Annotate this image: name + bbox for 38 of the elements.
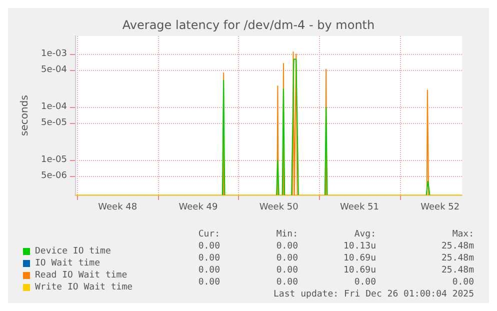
x-tick-label: Week 50 (259, 202, 299, 212)
text: Last update: Fri Dec 26 01:00:04 2025 (274, 290, 474, 300)
x-tick-label: Week 49 (178, 202, 218, 212)
y-tick-label: 1e-05 (41, 155, 67, 166)
text: 0.00 (198, 278, 220, 288)
text: 0.00 (276, 254, 298, 264)
text: 10.13u (343, 242, 376, 252)
text: 25.48m (441, 254, 474, 264)
y-tick-label: 1e-03 (41, 49, 67, 60)
legend-label: Write IO Wait time (35, 282, 133, 292)
y-tick-label: 1e-04 (41, 102, 68, 112)
y-tick-label: 5e-05 (41, 118, 67, 128)
y-tick-label: 5e-06 (41, 171, 68, 182)
text: 0.00 (276, 266, 298, 276)
legend-label: Read IO Wait time (35, 270, 128, 280)
text: 0.00 (198, 242, 220, 252)
text: 0.00 (452, 278, 474, 288)
chart-title: Average latency for /dev/dm-4 - by month (122, 18, 375, 32)
y-axis-title: seconds (20, 95, 30, 136)
text: Max: (452, 230, 474, 240)
text: Avg: (354, 230, 376, 240)
text: 0.00 (198, 266, 220, 276)
text: 0.00 (198, 254, 220, 264)
text: Cur: (198, 230, 220, 240)
text: 0.00 (276, 242, 298, 252)
x-tick-label: Week 51 (340, 202, 379, 212)
legend-label: IO Wait time (35, 258, 100, 268)
y-tick-label: 5e-04 (41, 65, 68, 76)
legend-label: Device IO time (35, 246, 111, 256)
text: 25.48m (441, 266, 474, 276)
text: 10.69u (343, 254, 376, 264)
x-tick-label: Week 48 (98, 202, 138, 212)
x-tick-label: Week 52 (420, 202, 460, 212)
text: 10.69u (343, 266, 376, 276)
text: 0.00 (354, 278, 376, 288)
text: 0.00 (276, 278, 298, 288)
text: 25.48m (441, 242, 474, 252)
text: Min: (276, 230, 298, 240)
